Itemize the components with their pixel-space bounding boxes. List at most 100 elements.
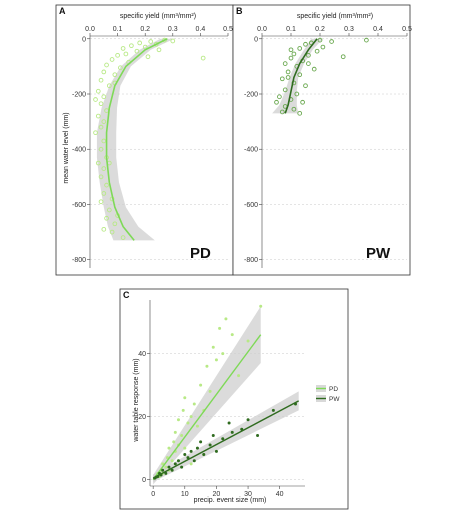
panel-a-data-point — [95, 88, 101, 94]
panel-a-data-point — [101, 69, 107, 75]
panel-b-x-tick-label: 0.3 — [344, 26, 354, 33]
panel-c-x-tick-label: 40 — [276, 491, 284, 498]
panel-c-pw-data-point — [195, 446, 199, 450]
panel-b-data-point — [317, 37, 323, 43]
panel-b-data-point — [306, 52, 311, 58]
panel-a-data-point — [200, 55, 206, 61]
panel-c-pd-data-point — [195, 424, 199, 428]
panel-a-confidence-band — [96, 38, 175, 241]
panel-c-pd-data-point — [199, 383, 203, 387]
panel-b-x-tick-label: 0.2 — [315, 26, 325, 33]
panel-b-data-point — [282, 61, 288, 66]
panel-c-pd-data-point — [221, 352, 225, 356]
panel-b-y-tick-label: -200 — [244, 92, 258, 99]
panel-c-pd-data-point — [237, 374, 241, 378]
panel-c-pw-data-point — [176, 459, 180, 463]
panel-a-data-point — [112, 221, 118, 227]
panel-a-data-point — [134, 48, 140, 54]
panel-a-data-point — [93, 97, 98, 102]
panel-c-pw-data-point — [170, 468, 174, 472]
panel-c-pd-data-point — [214, 358, 218, 362]
panel-a-data-point — [162, 37, 167, 43]
panel-c-pd-data-point — [259, 304, 263, 308]
panel-b-data-point — [364, 37, 369, 43]
panel-b-data-point — [320, 44, 326, 50]
panel-c-pd-data-point — [189, 415, 193, 419]
panel-c-pd-data-point — [224, 317, 228, 321]
panel-a: A specific yield (mm³/mm²) mean water le… — [55, 4, 234, 276]
panel-c-pd-data-point — [176, 418, 180, 422]
panel-c-y-tick-label: 40 — [138, 351, 146, 358]
panel-b-data-point — [285, 69, 291, 75]
panel-a-y-tick-label: -200 — [72, 92, 86, 99]
panel-c-pd-data-point — [183, 446, 187, 450]
panel-a-data-point — [95, 160, 101, 166]
panel-c-pw-data-point — [211, 434, 215, 438]
panel-b-site-label: PW — [366, 245, 391, 262]
panel-b-x-tick-label: 0.0 — [257, 26, 267, 33]
panel-b-x-tick-label: 0.1 — [286, 26, 296, 33]
panel-c-pw-data-point — [167, 465, 171, 469]
panel-a-data-point — [95, 113, 101, 119]
panel-a-x-tick-label: 0.1 — [113, 26, 123, 33]
panel-a-data-point — [148, 39, 154, 44]
panel-b-data-point — [288, 55, 294, 61]
panel-c-legend: PD PW — [313, 383, 343, 407]
panel-c: C precip. event size (mm) water table re… — [119, 288, 349, 510]
panel-c-pw-trend-line — [152, 400, 300, 479]
panel-b-y-tick-label: -400 — [244, 147, 258, 154]
panel-c-pd-data-point — [211, 345, 215, 349]
panel-a-data-point — [112, 72, 118, 78]
panel-b-data-point — [303, 83, 308, 89]
panel-c-pd-data-point — [172, 440, 176, 444]
panel-a-data-point — [93, 130, 98, 136]
panel-a-data-point — [120, 46, 126, 51]
panel-c-pd-trend-line — [152, 334, 262, 481]
panel-c-pd-data-point — [189, 462, 193, 466]
panel-c-pw-data-point — [161, 468, 165, 472]
panel-b-data-point — [279, 109, 285, 115]
panel-c-x-tick-label: 0 — [151, 491, 155, 498]
panel-a-data-point — [98, 101, 104, 107]
panel-b-data-point — [329, 39, 334, 44]
panel-c-pw-data-point — [271, 408, 275, 412]
panel-c-pw-data-point — [180, 465, 184, 469]
panel-b-x-tick-label: 0.4 — [373, 26, 383, 33]
panel-a-data-point — [101, 138, 107, 144]
panel-b-data-point — [303, 41, 308, 47]
panel-b-data-point — [297, 46, 303, 51]
panel-c-x-tick-label: 10 — [181, 491, 189, 498]
panel-b-data-point — [277, 94, 282, 100]
panel-a-data-point — [101, 226, 107, 232]
panel-b-data-point — [291, 106, 297, 112]
panel-b-data-point — [285, 75, 291, 80]
panel-a-data-point — [104, 62, 109, 68]
panel-b-data-point — [294, 91, 300, 97]
panel-c-pw-data-point — [189, 449, 193, 453]
panel-c-pd-confidence-band — [153, 306, 261, 485]
panel-c-pd-data-point — [161, 462, 165, 466]
panel-b-data-point — [282, 87, 288, 93]
panel-a-data-point — [170, 38, 176, 44]
panel-c-y-title: water table response (mm) — [133, 358, 140, 442]
panel-a-data-point — [101, 166, 107, 171]
panel-a-data-point — [153, 41, 159, 47]
panel-b-data-point — [314, 48, 320, 54]
panel-b-y-tick-label: 0 — [254, 36, 258, 43]
panel-c-pd-data-point — [164, 465, 168, 469]
panel-b-data-point — [340, 54, 346, 60]
panel-a-x-title: specific yield (mm³/mm²) — [120, 13, 196, 20]
panel-a-trend-line — [105, 38, 168, 241]
panel-a-data-point — [106, 83, 112, 89]
panel-c-pd-data-point — [208, 389, 212, 393]
panel-a-y-title: mean water level (mm) — [63, 112, 70, 183]
panel-a-data-point — [109, 57, 115, 62]
panel-a-y-tick-label: -400 — [72, 147, 86, 154]
panel-a-data-point — [98, 146, 104, 152]
panel-c-pw-data-point — [183, 452, 187, 456]
panel-c-pd-data-point — [170, 459, 174, 463]
panel-a-y-tick-label: -800 — [72, 257, 86, 264]
panel-c-pd-data-point — [167, 446, 171, 450]
panel-b-data-point — [288, 47, 294, 53]
